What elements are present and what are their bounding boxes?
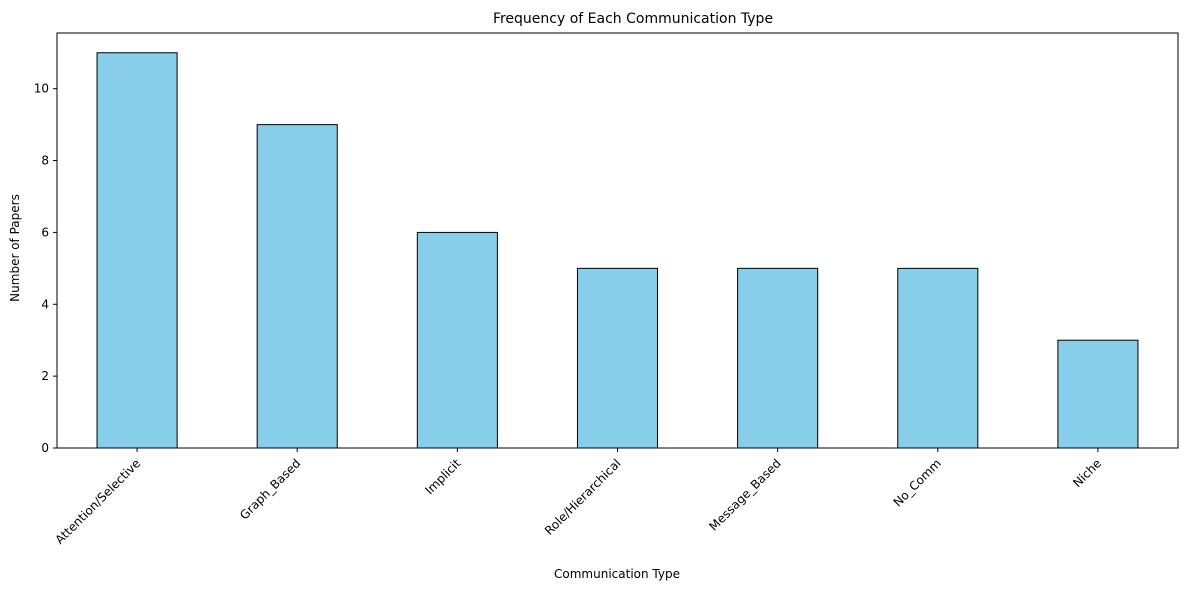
x-tick-label: No_Comm <box>891 456 944 509</box>
y-tick-label: 10 <box>34 82 49 96</box>
x-tick-label: Attention/Selective <box>52 456 143 547</box>
y-axis: 0 2 4 6 8 10 <box>34 82 57 455</box>
x-tick-label: Niche <box>1070 456 1104 490</box>
bar-niche <box>1057 339 1139 449</box>
x-axis: Attention/Selective Graph_Based Implicit Ro… <box>52 448 1104 547</box>
chart-title: Frequency of Each Communication Type <box>493 11 773 27</box>
y-tick-label: 8 <box>41 154 49 168</box>
bar-graph-based <box>256 124 338 449</box>
x-tick-label: Message_Based <box>706 456 783 533</box>
x-axis-label: Communication Type <box>554 567 680 581</box>
y-tick-label: 2 <box>41 369 49 383</box>
bar-message-based <box>737 267 819 449</box>
x-tick-label: Role/Hierarchical <box>542 456 624 538</box>
bar-no-comm <box>897 267 979 449</box>
y-axis-label: Number of Papers <box>8 194 22 302</box>
bars-group <box>96 52 1139 449</box>
y-tick-label: 6 <box>41 225 49 239</box>
bar-implicit <box>416 231 498 449</box>
bar-attention-selective <box>96 52 178 449</box>
y-tick-label: 4 <box>41 297 49 311</box>
x-tick-label: Graph_Based <box>237 456 303 522</box>
bar-role-hierarchical <box>576 267 659 449</box>
y-tick-label: 0 <box>41 441 49 455</box>
x-tick-label: Implicit <box>422 456 463 497</box>
